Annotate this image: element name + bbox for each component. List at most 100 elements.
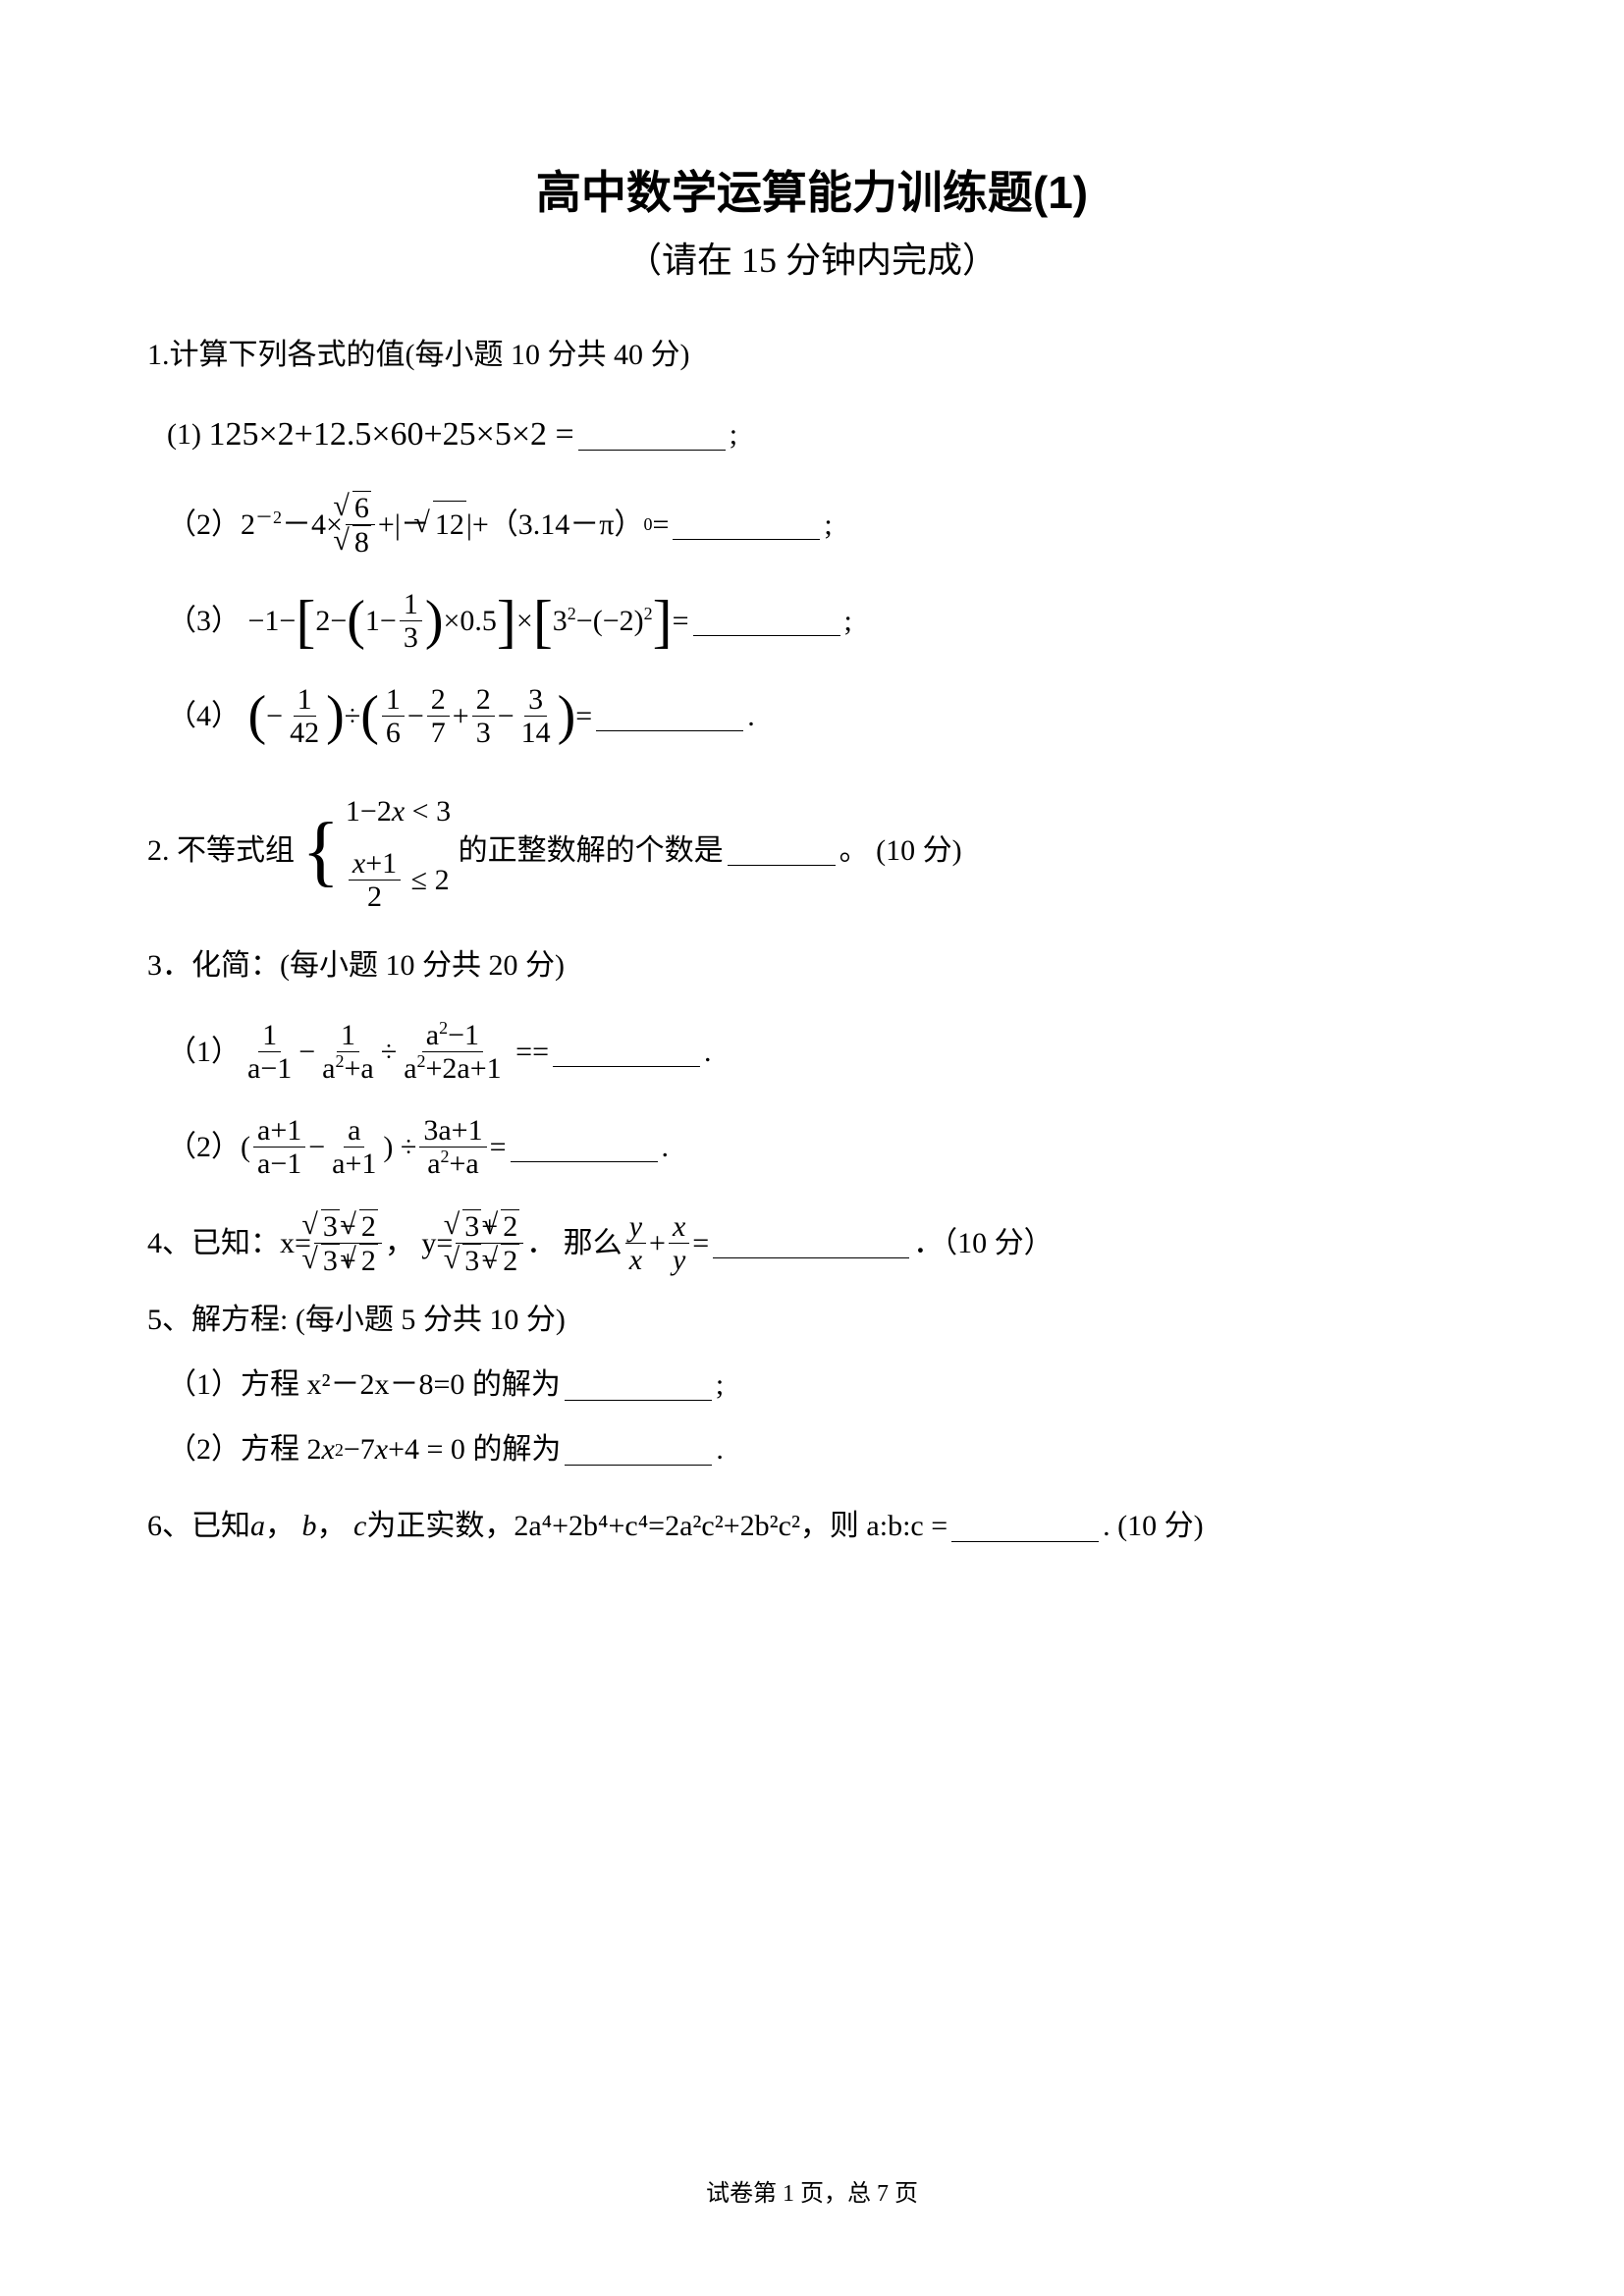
rparen-icon: ) bbox=[558, 694, 576, 738]
frac: a a+1 bbox=[328, 1114, 380, 1180]
label: 4、已知：x= bbox=[147, 1220, 311, 1267]
problem-1-1: (1) 125×2+12.5×60+25×5×2 = ; bbox=[167, 408, 1477, 461]
page-total: 7 bbox=[877, 2181, 889, 2207]
var-x: x bbox=[322, 1426, 335, 1473]
frac-1-3: 1 3 bbox=[400, 588, 422, 654]
suffix: . (10 分) bbox=[1103, 1503, 1203, 1550]
problem-3-heading: 3．化简：(每小题 10 分共 20 分) bbox=[147, 942, 1477, 989]
prefix: 2. 不等式组 bbox=[147, 828, 295, 875]
lparen-icon: ( bbox=[347, 599, 365, 643]
answer-blank[interactable] bbox=[673, 509, 820, 540]
answer-blank[interactable] bbox=[565, 1370, 712, 1401]
op: ÷ bbox=[381, 1029, 397, 1076]
problem-3-2: （2）( a+1 a−1 − a a+1 ) ÷ 3a+1 a2+a = . bbox=[167, 1114, 1477, 1180]
frac-1-42: 1 42 bbox=[286, 683, 323, 749]
suffix: ; bbox=[716, 1362, 724, 1409]
problem-5-1: （1）方程 x²－2x－8=0 的解为 ; bbox=[167, 1362, 1477, 1409]
answer-blank[interactable] bbox=[728, 835, 836, 866]
sup0: 0 bbox=[643, 510, 652, 539]
answer-blank[interactable] bbox=[693, 606, 840, 636]
label: （4） bbox=[167, 693, 241, 740]
frac: 16 bbox=[382, 683, 405, 749]
expr: 125×2+12.5×60+25×5×2 = bbox=[208, 408, 573, 461]
mid1: ， bbox=[265, 1503, 295, 1550]
period: 。 (10 分) bbox=[839, 828, 962, 875]
suffix: . bbox=[716, 1426, 724, 1473]
frac: a2−1 a2+2a+1 bbox=[400, 1019, 505, 1085]
frac: 23 bbox=[472, 683, 495, 749]
frac: 314 bbox=[517, 683, 555, 749]
inner_paren_pre: 1− bbox=[365, 598, 397, 645]
inequality-1: 1−2x < 3 bbox=[346, 788, 451, 835]
lparen-icon: ( bbox=[360, 694, 379, 738]
frac-xy: x y bbox=[669, 1210, 689, 1276]
op: − bbox=[298, 1029, 315, 1076]
inequality-2: x+1 2 ≤ 2 bbox=[346, 847, 451, 913]
suffix: ; bbox=[844, 598, 852, 645]
suffix: ; bbox=[730, 411, 737, 458]
frac: 1 a−1 bbox=[244, 1019, 296, 1085]
problem-3-1: （1） 1 a−1 − 1 a2+a ÷ a2−1 a2+2a+1 == . bbox=[167, 1019, 1477, 1085]
pre: 6、已知 bbox=[147, 1503, 250, 1550]
lbracket-icon: [ bbox=[296, 598, 315, 645]
post: +4 = 0 的解为 bbox=[388, 1426, 561, 1473]
page-title: 高中数学运算能力训练题(1) bbox=[147, 157, 1477, 222]
frac-yx: y x bbox=[625, 1210, 646, 1276]
frac: 27 bbox=[427, 683, 450, 749]
abs-close: |+（3.14－π） bbox=[466, 502, 644, 549]
answer-blank[interactable] bbox=[713, 1228, 909, 1258]
frac-x: 3−2 3+2 bbox=[314, 1209, 382, 1277]
sup: 2 bbox=[335, 1436, 344, 1465]
label: (1) bbox=[167, 411, 201, 458]
problem-4: 4、已知：x= 3−2 3+2 ， y= 3+2 3−2 ． 那么 y x + … bbox=[147, 1209, 1477, 1277]
footer-pre: 试卷第 bbox=[706, 2181, 783, 2207]
close-paren: ) ÷ bbox=[383, 1124, 416, 1171]
brace-icon: { bbox=[302, 820, 340, 882]
answer-blank[interactable] bbox=[596, 701, 743, 731]
problem-6: 6、已知 a， b， c 为正实数，2a⁴+2b⁴+c⁴=2a²c²+2b²c²… bbox=[147, 1503, 1477, 1550]
frac: 3a+1 a2+a bbox=[419, 1114, 486, 1180]
eq: = bbox=[673, 598, 689, 645]
period: ． 那么 bbox=[526, 1220, 623, 1267]
page-subtitle: （请在 15 分钟内完成） bbox=[147, 232, 1477, 283]
page-current: 1 bbox=[783, 2181, 794, 2207]
answer-blank[interactable] bbox=[578, 420, 726, 451]
op: − bbox=[308, 1124, 325, 1171]
eq: = bbox=[652, 502, 669, 549]
frac-y: 3+2 3−2 bbox=[456, 1209, 523, 1277]
lbracket-icon: [ bbox=[533, 598, 553, 645]
suffix: ．（10 分） bbox=[913, 1220, 1054, 1267]
eq: = bbox=[692, 1220, 709, 1267]
label: （3） bbox=[167, 598, 241, 645]
suffix: ; bbox=[824, 502, 832, 549]
label-pre: （2）方程 2 bbox=[167, 1426, 322, 1473]
times: × bbox=[516, 598, 533, 645]
answer-blank[interactable] bbox=[565, 1435, 712, 1466]
page-footer: 试卷第 1 页，总 7 页 bbox=[0, 2173, 1624, 2208]
var-x: x bbox=[375, 1426, 388, 1473]
frac-sqrt6-sqrt8: 6 8 bbox=[346, 491, 375, 559]
suffix: 的正整数解的个数是 bbox=[459, 828, 724, 875]
frac: 1 a2+a bbox=[318, 1019, 378, 1085]
plus: + bbox=[649, 1220, 666, 1267]
footer-mid: 页，总 bbox=[794, 2181, 877, 2207]
answer-blank[interactable] bbox=[511, 1132, 658, 1162]
answer-blank[interactable] bbox=[553, 1037, 700, 1067]
label: （2） bbox=[167, 502, 241, 549]
suffix: . bbox=[662, 1124, 670, 1171]
answer-blank[interactable] bbox=[951, 1512, 1099, 1542]
term: 2－2 bbox=[241, 502, 282, 549]
problem-5-2: （2）方程 2x2−7x+4 = 0 的解为 . bbox=[167, 1426, 1477, 1473]
pre: −1− bbox=[248, 598, 297, 645]
rbracket-icon: ] bbox=[497, 598, 516, 645]
op: − bbox=[407, 693, 424, 740]
var-a: a bbox=[250, 1503, 265, 1550]
mid2: ， bbox=[317, 1503, 347, 1550]
problem-1-4: （4） (− 1 42 ) ÷ ( 16 − 27 + 23 − 314 ) =… bbox=[167, 683, 1477, 749]
rparen-icon: ) bbox=[326, 694, 345, 738]
inner_post: ×0.5 bbox=[443, 598, 496, 645]
problem-1-3: （3） −1− [ 2− ( 1− 1 3 ) ×0.5 ] × [ 32−(−… bbox=[167, 588, 1477, 654]
problem-1-2: （2） 2－2 －4× 6 8 +|－ 12 |+（3.14－π）0 = ; bbox=[167, 491, 1477, 559]
eq: = bbox=[490, 1124, 507, 1171]
lparen-icon: ( bbox=[248, 694, 267, 738]
